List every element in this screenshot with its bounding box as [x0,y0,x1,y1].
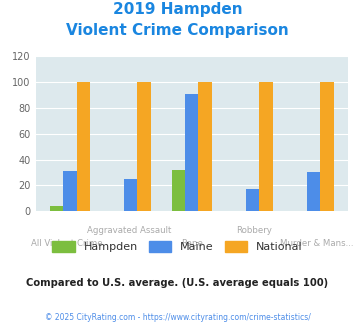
Bar [185,94,198,211]
Text: Compared to U.S. average. (U.S. average equals 100): Compared to U.S. average. (U.S. average … [26,278,329,288]
Bar [63,171,77,211]
Bar [198,82,212,211]
Text: All Violent Crime: All Violent Crime [31,239,103,248]
Text: Robbery: Robbery [236,226,272,235]
Text: © 2025 CityRating.com - https://www.cityrating.com/crime-statistics/: © 2025 CityRating.com - https://www.city… [45,313,310,322]
Bar [124,179,137,211]
Legend: Hampden, Maine, National: Hampden, Maine, National [48,237,307,256]
Text: Murder & Mans...: Murder & Mans... [280,239,354,248]
Text: Violent Crime Comparison: Violent Crime Comparison [66,23,289,38]
Bar [137,82,151,211]
Text: Rape: Rape [181,239,203,248]
Text: 2019 Hampden: 2019 Hampden [113,2,242,16]
Bar [50,206,63,211]
Bar [320,82,334,211]
Bar [171,170,185,211]
Bar [246,189,260,211]
Text: Aggravated Assault: Aggravated Assault [87,226,171,235]
Bar [260,82,273,211]
Bar [77,82,90,211]
Bar [307,172,320,211]
